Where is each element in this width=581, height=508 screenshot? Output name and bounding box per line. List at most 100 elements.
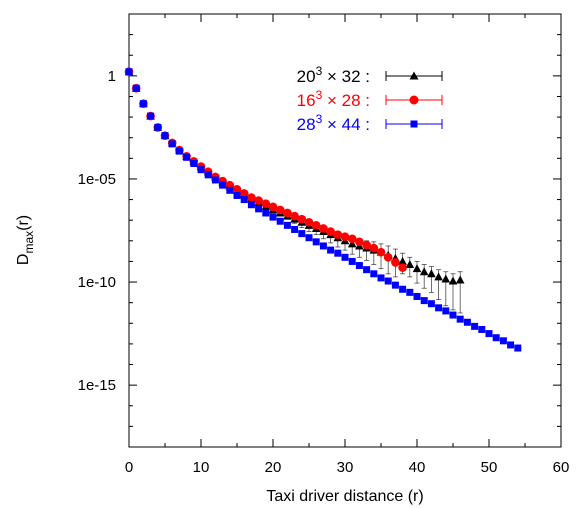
data-point [305, 234, 313, 242]
data-point [125, 68, 133, 76]
data-point [161, 132, 169, 140]
y-axis-ticks: 1 1e-05 1e-10 1e-15 [78, 13, 561, 448]
series-layer [124, 67, 522, 352]
data-point [377, 274, 385, 282]
data-point [427, 269, 436, 278]
data-point [154, 123, 162, 131]
x-tick-label: 60 [553, 459, 570, 476]
data-point [326, 227, 335, 236]
data-point [478, 325, 486, 333]
data-point [190, 159, 198, 167]
data-point [275, 205, 285, 215]
data-point [355, 262, 363, 270]
data-point [175, 147, 183, 155]
data-point [455, 275, 465, 284]
data-point [247, 193, 256, 202]
data-point [211, 176, 219, 184]
data-point [499, 337, 507, 345]
data-point [276, 217, 284, 225]
data-point [132, 84, 140, 92]
data-point [419, 267, 429, 276]
data-point [333, 230, 343, 239]
data-point [355, 237, 364, 247]
data-point [514, 344, 522, 352]
data-point [398, 263, 407, 272]
y-axis-label-main: D [15, 254, 32, 266]
y-axis-label-subscript: max [22, 231, 36, 254]
x-tick-label: 40 [409, 459, 426, 476]
data-point [139, 100, 147, 108]
legend: 203 × 32 : 163 × 28 : 283 × 44 : [297, 64, 443, 134]
data-point [348, 257, 356, 265]
data-point [204, 171, 212, 179]
legend-entry-16x28: 163 × 28 : [297, 88, 443, 110]
data-point [398, 256, 407, 265]
data-point [233, 191, 241, 199]
data-point [269, 213, 277, 221]
data-point [240, 196, 248, 204]
x-tick-label: 0 [125, 459, 133, 476]
data-point [405, 260, 415, 269]
data-point [239, 189, 249, 198]
legend-entry-28x44: 283 × 44 : [297, 112, 443, 134]
series-2 [125, 68, 522, 352]
data-point [334, 249, 342, 257]
data-point [283, 208, 292, 218]
y-tick-label: 1e-15 [78, 377, 116, 394]
data-point [363, 266, 371, 274]
data-point [255, 205, 263, 213]
legend-marker-square [410, 120, 418, 128]
data-point [406, 288, 414, 296]
y-tick-label: 1e-05 [78, 171, 116, 188]
data-point [311, 221, 321, 230]
data-point [391, 258, 400, 267]
data-point [226, 186, 234, 194]
data-point [448, 276, 458, 285]
y-axis-label: Dmax(r) [15, 215, 36, 265]
data-point [362, 240, 371, 250]
data-point [283, 221, 291, 229]
data-point [399, 285, 407, 293]
data-point [290, 211, 299, 221]
data-point [254, 196, 263, 205]
data-point [197, 166, 205, 174]
data-point [219, 181, 227, 189]
legend-label-16x28: 163 × 28 : [297, 88, 370, 110]
x-tick-label: 30 [337, 459, 354, 476]
data-point [412, 264, 422, 273]
data-point [168, 140, 176, 148]
data-point [434, 272, 443, 281]
data-point [442, 307, 450, 315]
data-point [183, 153, 191, 161]
data-point [492, 334, 500, 342]
data-point [413, 292, 421, 300]
data-point [232, 184, 242, 194]
data-point [247, 201, 255, 209]
data-point [347, 234, 357, 244]
x-tick-label: 50 [481, 459, 498, 476]
data-point [420, 297, 428, 305]
data-point [147, 112, 155, 120]
legend-marker-circle [409, 95, 419, 105]
x-tick-label: 20 [265, 459, 282, 476]
legend-label-28x44: 283 × 44 : [297, 112, 370, 134]
legend-entry-20x32: 203 × 32 : [297, 64, 443, 86]
data-point [347, 239, 357, 248]
data-point [319, 242, 327, 250]
data-point [298, 230, 306, 238]
data-point [312, 238, 320, 246]
data-point [463, 318, 471, 326]
data-point [291, 225, 299, 233]
data-point [449, 311, 457, 319]
data-point [319, 224, 328, 233]
data-point [341, 253, 349, 261]
y-axis-label-suffix: (r) [15, 215, 32, 231]
data-point [327, 246, 335, 254]
data-point [268, 202, 278, 212]
y-tick-label: 1 [108, 68, 116, 85]
data-point [261, 199, 271, 208]
data-point [427, 300, 435, 308]
data-point [262, 209, 270, 217]
data-point [456, 315, 464, 323]
